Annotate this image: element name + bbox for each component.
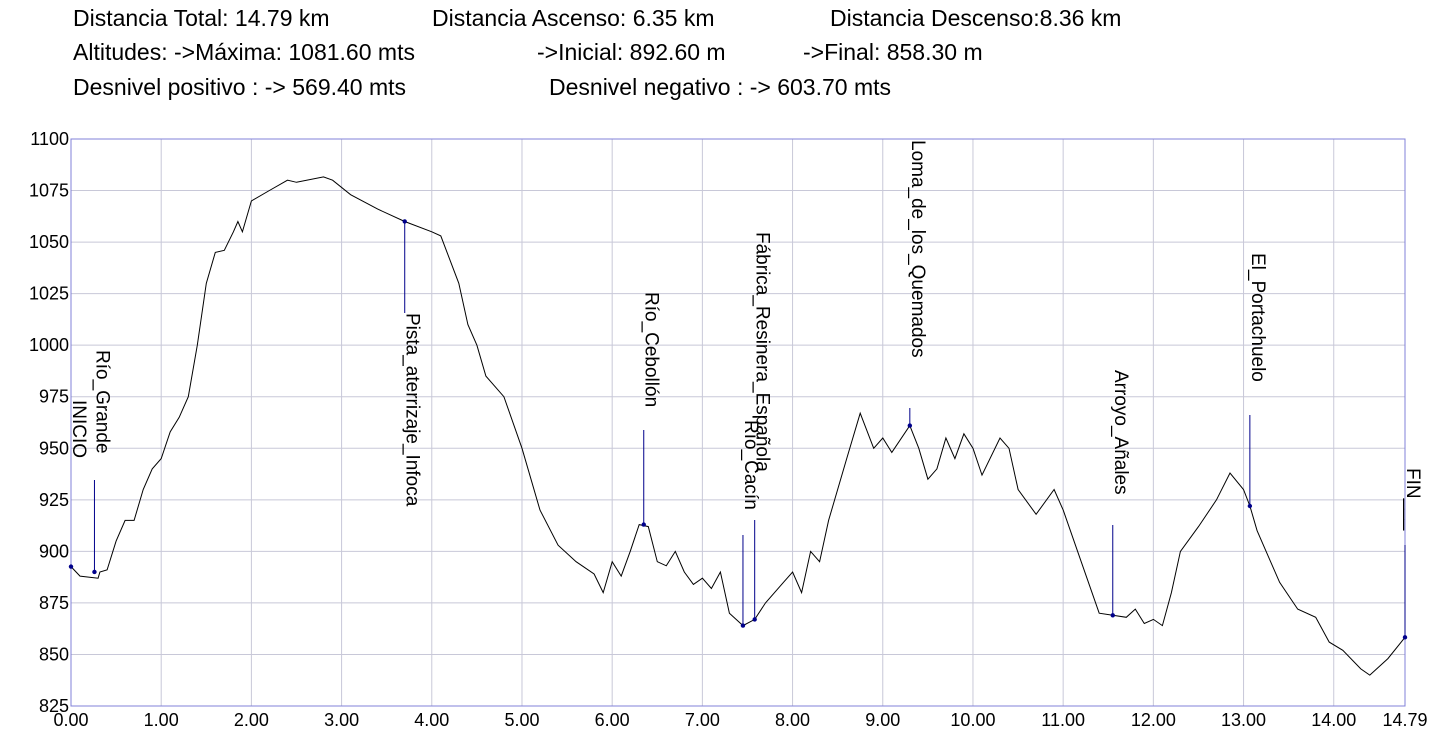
x-tick-label: 11.00	[1041, 710, 1085, 730]
header-text: ->Inicial: 892.60 m	[537, 39, 726, 65]
waypoint-label: Río_Grande	[91, 350, 112, 454]
header-text: Distancia Total: 14.79 km	[73, 5, 330, 31]
y-tick-label: 1075	[29, 181, 69, 201]
x-tick-label: 7.00	[685, 710, 720, 730]
y-tick-label: 825	[39, 696, 69, 716]
waypoint-label: Loma_de_los_Quemados	[907, 140, 928, 358]
elevation-line	[70, 176, 1406, 676]
y-tick-label: 1000	[29, 335, 69, 355]
x-tick-label: 8.00	[775, 710, 810, 730]
y-tick-label: 850	[39, 644, 69, 664]
waypoint-label: Río_Cebollón	[641, 292, 662, 407]
waypoint	[68, 564, 74, 569]
waypoint-label: Fábrica_Resinera_Española	[752, 232, 773, 472]
waypoint-label: Río_Cacín	[740, 420, 761, 510]
waypoint	[907, 423, 913, 428]
x-tick-label: 13.00	[1221, 710, 1266, 730]
x-tick-label: 1.00	[144, 710, 179, 730]
header-text: Altitudes: ->Máxima: 1081.60 mts	[73, 39, 415, 65]
waypoint	[1402, 635, 1408, 640]
header-text: Desnivel positivo : -> 569.40 mts	[73, 74, 406, 100]
header-text: ->Final: 858.30 m	[803, 39, 983, 65]
waypoint	[740, 623, 746, 628]
waypoint-label: INICIO	[68, 400, 89, 458]
waypoint	[752, 617, 757, 622]
y-tick-label: 1100	[30, 129, 69, 149]
x-tick-label: 5.00	[504, 710, 539, 730]
waypoint	[402, 219, 407, 224]
y-tick-label: 950	[39, 438, 69, 458]
x-tick-label: 9.00	[865, 710, 900, 730]
x-tick-label: 14.00	[1311, 710, 1356, 730]
y-tick-label: 875	[39, 593, 69, 613]
waypoint	[1110, 613, 1115, 618]
waypoint	[641, 522, 646, 527]
y-tick-label: 925	[39, 490, 69, 510]
y-tick-label: 900	[39, 541, 69, 561]
waypoint	[92, 569, 97, 575]
y-tick-label: 1050	[29, 232, 69, 252]
x-tick-label: 0.00	[53, 710, 88, 730]
x-tick-label: 2.00	[234, 710, 269, 730]
header-text: Desnivel negativo : -> 603.70 mts	[549, 74, 891, 100]
x-tick-label: 10.00	[950, 710, 995, 730]
waypoint-label: FIN___	[1402, 468, 1423, 531]
plot-border	[70, 138, 1406, 707]
waypoint	[1247, 503, 1253, 509]
x-tick-label: 4.00	[414, 710, 449, 730]
header-text: Distancia Descenso:8.36 km	[830, 5, 1121, 31]
waypoint-label: El_Portachuelo	[1247, 253, 1268, 382]
x-tick-label: 14.79	[1382, 710, 1427, 730]
waypoint-label: Pista_aterrizaje_Infoca	[402, 313, 423, 507]
header-text: Distancia Ascenso: 6.35 km	[432, 5, 715, 31]
x-tick-label: 12.00	[1131, 710, 1176, 730]
waypoint-label: Arroyo_Añales	[1110, 370, 1131, 495]
x-tick-label: 6.00	[595, 710, 630, 730]
y-tick-label: 975	[39, 387, 69, 407]
y-tick-label: 1025	[29, 284, 69, 304]
x-tick-label: 3.00	[324, 710, 359, 730]
